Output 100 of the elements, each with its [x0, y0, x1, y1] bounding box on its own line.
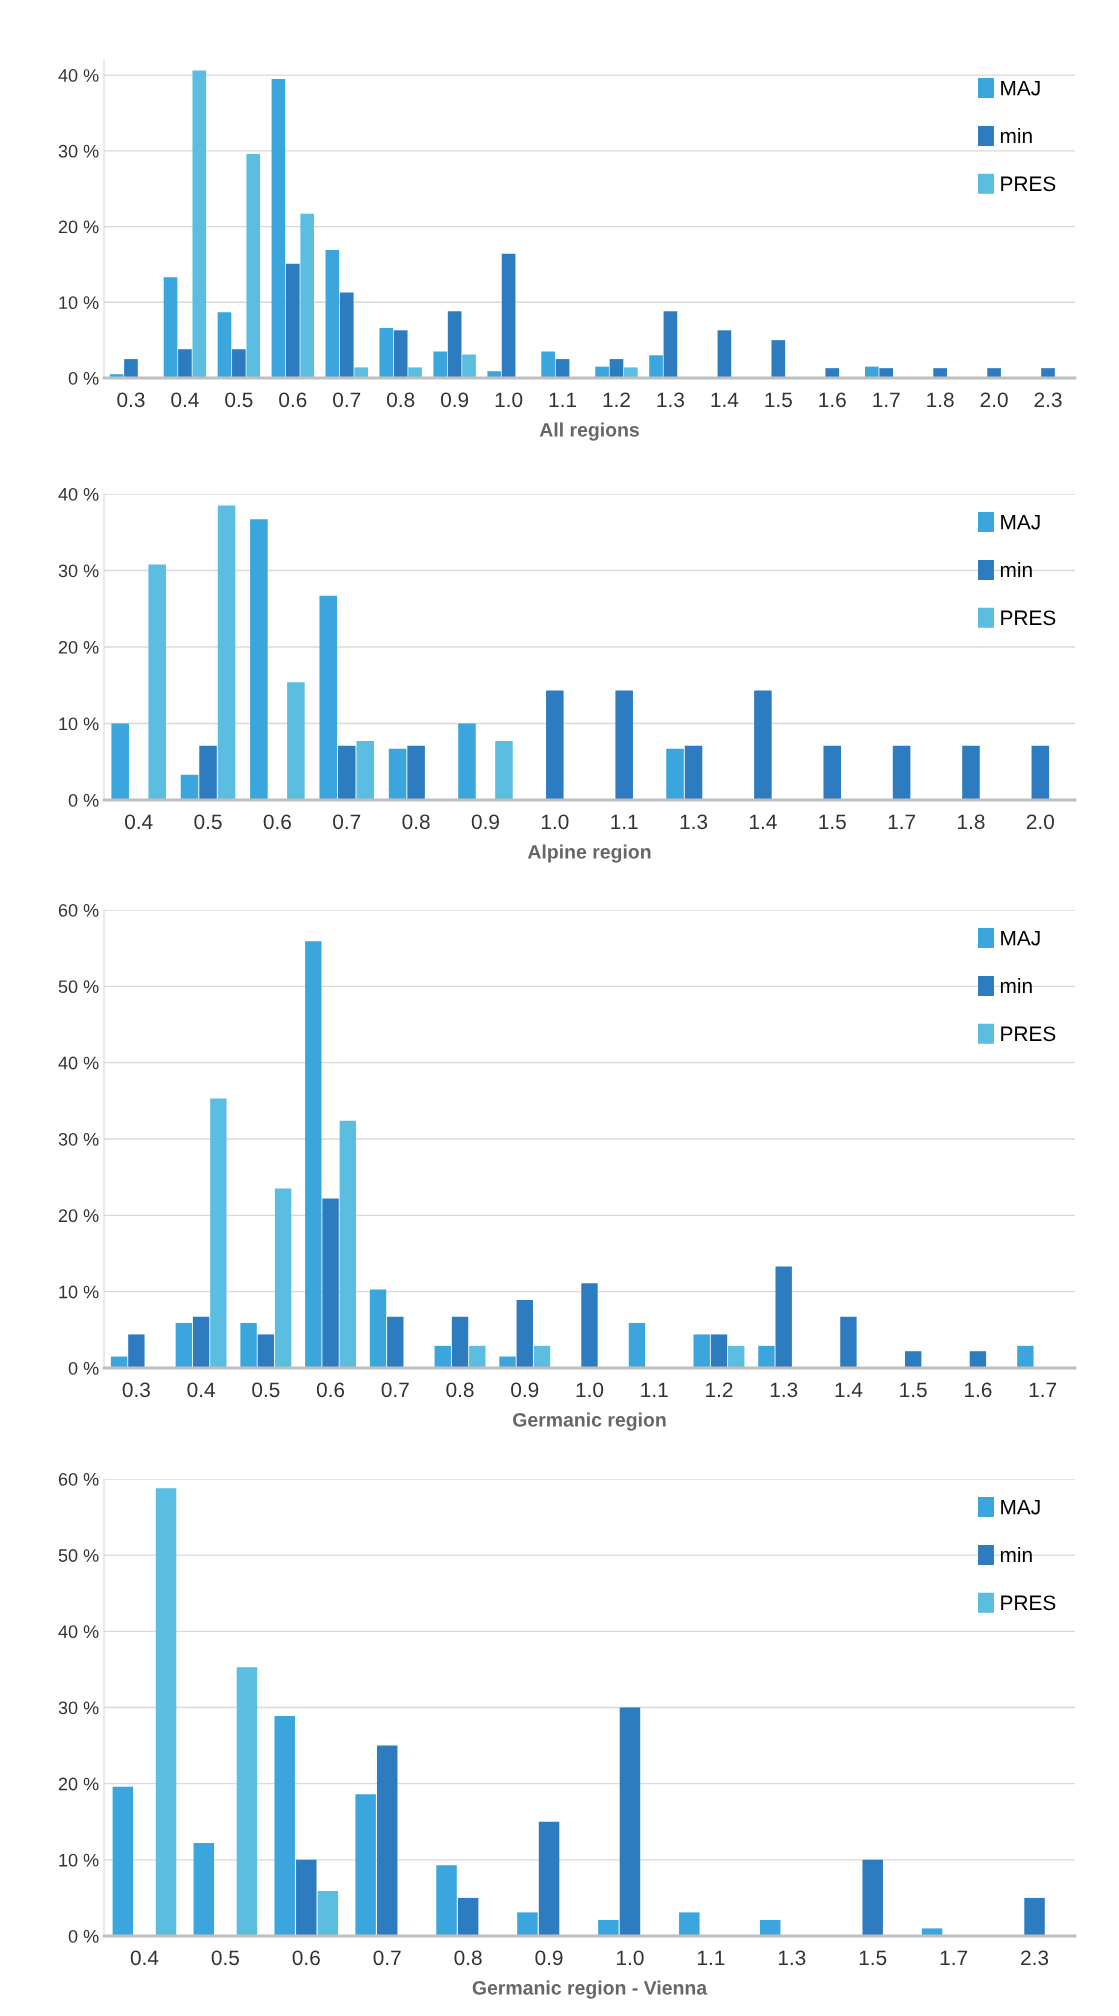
- bar: [287, 682, 305, 800]
- bar: [192, 70, 207, 378]
- bar: [759, 1920, 781, 1936]
- legend-label: MAJ: [1001, 514, 1040, 530]
- x-tick-label: 1.2: [603, 392, 630, 407]
- bar: [684, 745, 703, 800]
- x-tick-label: 1.5: [859, 1950, 887, 1966]
- x-tick-label: 1.0: [495, 392, 523, 408]
- bar: [595, 366, 609, 378]
- x-tick-label: 1.7: [1029, 1382, 1057, 1397]
- bar: [1024, 1897, 1045, 1936]
- bar: [609, 359, 624, 378]
- bar: [319, 595, 338, 800]
- bar: [210, 1098, 227, 1368]
- x-tick-label: 0.5: [225, 392, 253, 408]
- x-tick-label: 1.4: [835, 1382, 863, 1397]
- x-tick-label: 1.8: [958, 814, 985, 830]
- y-tick-label: 40 %: [58, 487, 99, 501]
- bar: [339, 1120, 357, 1368]
- x-tick-label: 0.7: [333, 392, 361, 408]
- x-axis-title: Germanic region: [513, 1412, 666, 1431]
- x-tick-label: 0.5: [194, 814, 222, 830]
- y-tick-label: 20 %: [58, 1777, 99, 1791]
- bar: [356, 741, 375, 800]
- y-tick-label: 30 %: [58, 564, 99, 578]
- x-tick-label: 2.3: [1034, 392, 1062, 408]
- x-tick-label: 1.0: [541, 814, 569, 830]
- bar: [436, 1865, 457, 1936]
- y-tick-label: 10 %: [59, 717, 99, 731]
- bar: [555, 359, 570, 378]
- x-tick-label: 0.8: [402, 814, 430, 830]
- bar: [379, 328, 394, 378]
- bar: [271, 78, 286, 378]
- x-tick-label: 0.5: [211, 1950, 239, 1966]
- bar: [408, 367, 422, 378]
- bar: [469, 1345, 486, 1368]
- x-tick-label: 1.7: [888, 814, 916, 829]
- bar: [710, 1334, 728, 1368]
- bar: [407, 745, 425, 800]
- x-tick-label: 0.9: [535, 1950, 563, 1966]
- bar: [250, 519, 268, 800]
- bar: [246, 153, 261, 378]
- bar: [285, 263, 300, 378]
- x-tick-label: 1.6: [965, 1382, 992, 1398]
- bar: [501, 253, 516, 378]
- bar: [163, 277, 178, 378]
- bar: [758, 1345, 775, 1368]
- bar: [987, 368, 1001, 378]
- bar: [728, 1345, 745, 1368]
- bar: [615, 690, 633, 800]
- x-axis-title: Germanic region - Vienna: [472, 1980, 708, 1999]
- bar: [1031, 745, 1050, 800]
- bar: [192, 1316, 210, 1368]
- x-tick-label: 1.5: [765, 392, 792, 408]
- bar: [546, 690, 564, 800]
- x-axis-title: All regions: [539, 422, 639, 441]
- legend-label: min: [1000, 561, 1032, 578]
- bar: [355, 1794, 376, 1936]
- bar: [217, 312, 232, 378]
- y-tick-label: 40 %: [58, 69, 99, 82]
- bar: [581, 1283, 598, 1368]
- legend-label: MAJ: [1001, 80, 1040, 96]
- x-tick-label: 0.8: [446, 1382, 474, 1398]
- y-tick-label: 20 %: [58, 220, 99, 234]
- x-tick-label: 0.8: [454, 1950, 482, 1966]
- bar: [447, 311, 462, 378]
- x-tick-label: 1.1: [611, 814, 638, 829]
- x-tick-label: 1.8: [927, 392, 954, 408]
- legend-label: PRES: [1001, 1026, 1056, 1042]
- y-tick-label: 10 %: [59, 1285, 99, 1299]
- x-tick-label: 0.4: [187, 1382, 215, 1398]
- legend-label: min: [1000, 127, 1032, 144]
- bar: [879, 368, 894, 378]
- bar: [693, 1334, 710, 1368]
- bar: [628, 1322, 646, 1368]
- bar: [178, 349, 192, 378]
- bar: [232, 349, 246, 378]
- legend-label: MAJ: [1001, 1499, 1040, 1515]
- legend-label: PRES: [1001, 610, 1056, 626]
- bar: [754, 690, 772, 800]
- y-tick-label: 10 %: [59, 296, 99, 310]
- bar: [487, 371, 502, 378]
- bar: [624, 367, 638, 378]
- bar: [969, 1351, 987, 1368]
- y-tick-label: 0 %: [68, 1929, 99, 1943]
- y-tick-label: 0 %: [68, 793, 99, 807]
- x-tick-label: 0.9: [440, 392, 469, 408]
- bar: [1017, 1345, 1034, 1368]
- y-tick-label: 50 %: [58, 980, 99, 994]
- bar: [337, 745, 356, 800]
- bar: [649, 355, 663, 378]
- bar: [619, 1707, 641, 1936]
- bar: [933, 368, 947, 378]
- bar: [434, 1345, 451, 1368]
- x-tick-label: 2.0: [1026, 814, 1054, 830]
- bar: [1041, 368, 1055, 378]
- bar: [193, 1843, 215, 1936]
- x-tick-label: 0.3: [122, 1382, 150, 1398]
- bar: [825, 368, 840, 378]
- bar: [128, 1334, 145, 1368]
